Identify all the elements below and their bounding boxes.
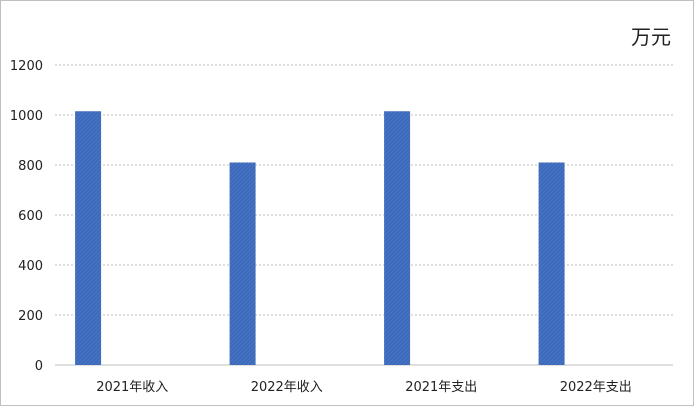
- y-axis-tick-labels: 0 200 400 600 800 1000 1200: [10, 59, 43, 374]
- bar: [384, 111, 411, 365]
- bars: [75, 111, 565, 365]
- gridlines: [55, 64, 673, 366]
- y-tick-label: 200: [18, 309, 43, 324]
- x-tick-label: 2021年支出: [405, 380, 477, 395]
- y-tick-label: 0: [35, 359, 43, 374]
- y-tick-label: 800: [18, 159, 43, 174]
- y-tick-label: 600: [18, 209, 43, 224]
- x-tick-label: 2022年支出: [560, 380, 632, 395]
- unit-label: 万元: [631, 25, 671, 49]
- y-tick-label: 1000: [10, 109, 43, 124]
- bar: [538, 162, 565, 365]
- bar: [229, 162, 256, 365]
- x-axis-tick-labels: 2021年收入 2022年收入 2021年支出 2022年支出: [96, 380, 632, 395]
- y-tick-label: 400: [18, 259, 43, 274]
- x-tick-label: 2022年收入: [251, 380, 323, 395]
- y-tick-label: 1200: [10, 59, 43, 74]
- x-tick-label: 2021年收入: [96, 380, 168, 395]
- bar: [75, 111, 102, 365]
